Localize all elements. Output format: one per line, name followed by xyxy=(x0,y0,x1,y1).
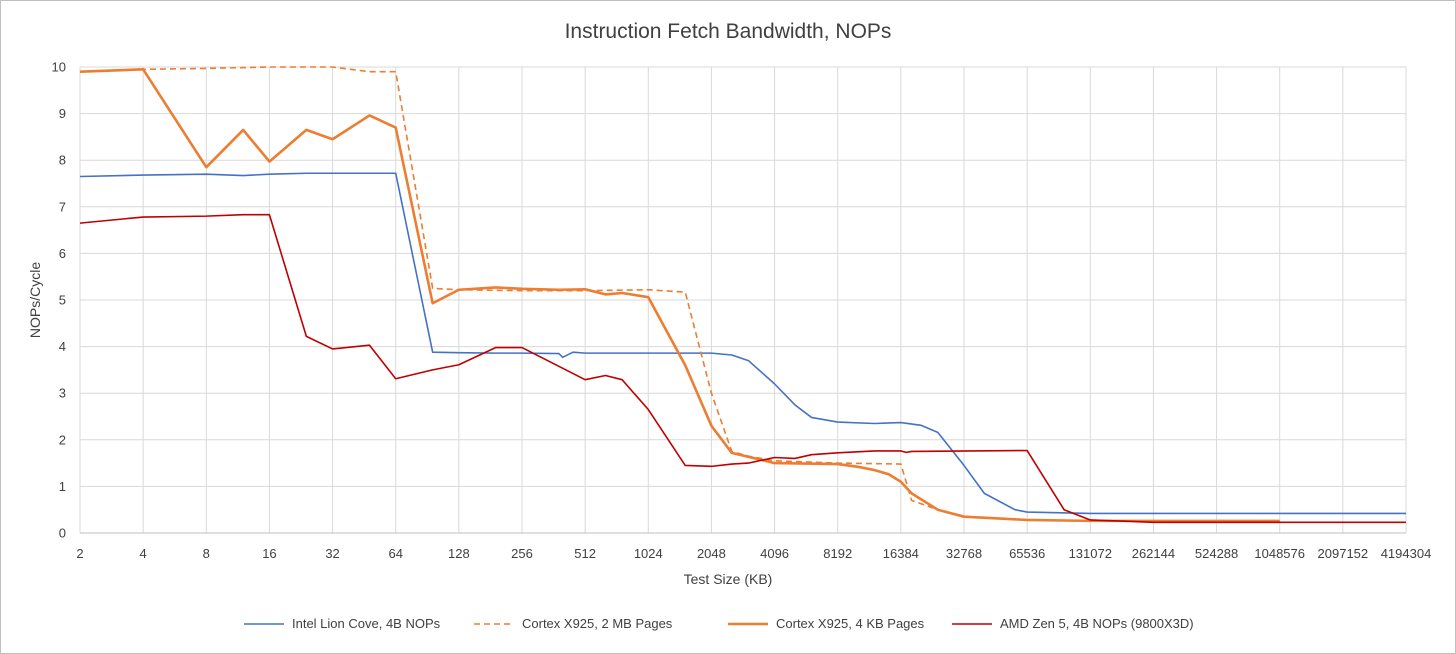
series-line-1 xyxy=(79,172,1406,515)
x-tick-label: 1024 xyxy=(634,546,663,561)
x-tick-label: 16384 xyxy=(883,546,919,561)
chart-title: Instruction Fetch Bandwidth, NOPs xyxy=(565,20,892,43)
x-tick-label: 524288 xyxy=(1195,546,1238,561)
x-tick-label: 2048 xyxy=(697,546,726,561)
series-line-4 xyxy=(79,213,1406,524)
y-tick-label: 7 xyxy=(59,199,66,214)
y-tick-label: 0 xyxy=(59,526,66,541)
gridlines xyxy=(79,66,1407,534)
x-axis-ticks: 2 4 8 16 32 64 128 256 512 1024 2048 4096 8192 16384 3… xyxy=(76,546,1431,561)
x-tick-label: 2 xyxy=(76,546,83,561)
x-tick-label: 4 xyxy=(140,546,147,561)
legend: Intel Lion Cove, 4B NOPs Cortex X925, 2 M… xyxy=(244,616,1194,631)
y-tick-label: 10 xyxy=(52,60,66,75)
x-tick-label: 256 xyxy=(511,546,533,561)
x-tick-label: 131072 xyxy=(1069,546,1112,561)
x-tick-label: 128 xyxy=(448,546,470,561)
x-tick-label: 512 xyxy=(574,546,596,561)
x-tick-label: 8192 xyxy=(823,546,852,561)
x-tick-label: 32 xyxy=(325,546,339,561)
legend-label-2: Cortex X925, 2 MB Pages xyxy=(522,616,673,631)
legend-label-3: Cortex X925, 4 KB Pages xyxy=(776,616,925,631)
x-tick-label: 1048576 xyxy=(1254,546,1305,561)
legend-label-4: AMD Zen 5, 4B NOPs (9800X3D) xyxy=(1000,616,1194,631)
y-tick-label: 5 xyxy=(59,293,66,308)
y-tick-label: 9 xyxy=(59,106,66,121)
y-tick-label: 2 xyxy=(59,432,66,447)
x-axis-title: Test Size (KB) xyxy=(684,571,773,587)
series-line-2 xyxy=(79,66,1280,522)
y-tick-label: 6 xyxy=(59,246,66,261)
y-tick-label: 3 xyxy=(59,386,66,401)
x-tick-label: 8 xyxy=(203,546,210,561)
x-tick-label: 2097152 xyxy=(1318,546,1369,561)
y-tick-label: 8 xyxy=(59,153,66,168)
series-line-3 xyxy=(79,68,1280,523)
y-tick-label: 4 xyxy=(59,339,66,354)
x-tick-label: 4194304 xyxy=(1381,546,1432,561)
legend-label-1: Intel Lion Cove, 4B NOPs xyxy=(292,616,441,631)
x-tick-label: 16 xyxy=(262,546,276,561)
y-axis-title: NOPs/Cycle xyxy=(27,262,43,338)
x-tick-label: 65536 xyxy=(1009,546,1045,561)
x-tick-label: 262144 xyxy=(1132,546,1175,561)
y-tick-label: 1 xyxy=(59,479,66,494)
series-lines xyxy=(79,66,1406,524)
y-axis-ticks: 0 1 2 3 4 5 6 7 8 9 10 xyxy=(52,60,66,541)
x-tick-label: 64 xyxy=(388,546,402,561)
x-tick-label: 4096 xyxy=(760,546,789,561)
x-tick-label: 32768 xyxy=(946,546,982,561)
